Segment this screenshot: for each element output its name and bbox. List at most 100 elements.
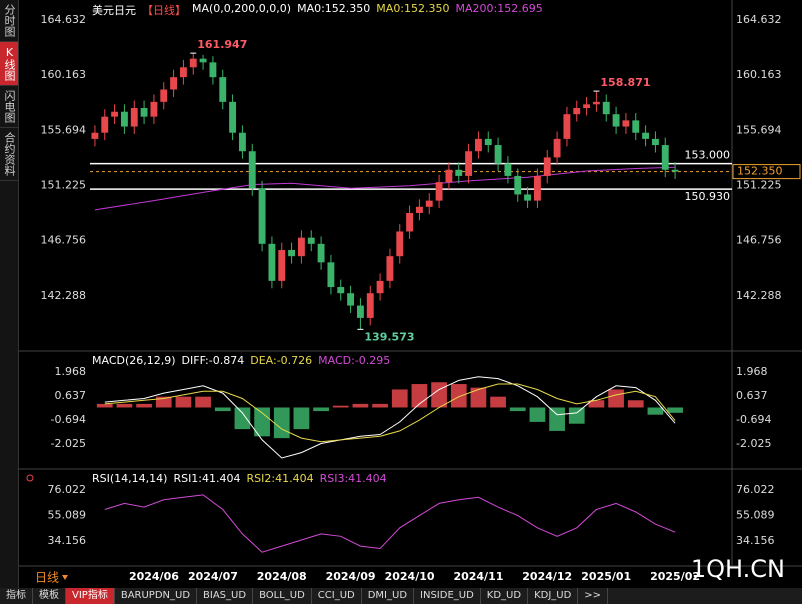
sidebar-tab[interactable]: 合约资料 [0, 128, 18, 181]
macd-bar [155, 396, 172, 408]
x-tick-label: 2024/11 [453, 570, 503, 583]
candle-body [671, 169, 679, 172]
candle-body [573, 108, 581, 115]
candle-body [356, 305, 364, 318]
annotation: 139.573 [364, 330, 414, 343]
indicator-tab[interactable]: KDJ_UD [528, 588, 579, 604]
indicator-tab[interactable]: KD_UD [481, 588, 529, 604]
sidebar-tab[interactable]: 闪电图 [0, 86, 18, 128]
macd-bar [293, 407, 310, 430]
candle-body [494, 145, 502, 164]
icon [26, 474, 34, 482]
candle-body [170, 77, 178, 90]
y-tick-label: 55.089 [736, 509, 775, 522]
header-item: MA0:152.350 [297, 2, 371, 15]
y-tick-label: 55.089 [48, 509, 87, 522]
candle-body [484, 138, 492, 146]
header-item: RSI(14,14,14) [92, 472, 168, 485]
level-label: 150.930 [685, 190, 731, 203]
candle-body [415, 206, 423, 213]
dropdown-icon [62, 575, 68, 580]
header-item: RSI2:41.404 [246, 472, 314, 485]
candle-body [199, 58, 207, 63]
y-tick-label: -0.694 [51, 413, 86, 426]
candle-body [406, 212, 414, 232]
candle-body [425, 200, 433, 207]
price-tag [732, 164, 801, 180]
candle-body [248, 151, 256, 189]
y-tick-label: 146.756 [41, 234, 87, 247]
macd-bar [372, 403, 388, 408]
indicator-tab[interactable]: CCI_UD [312, 588, 362, 604]
x-tick-label: 2024/10 [385, 570, 435, 583]
candle-body [238, 132, 246, 152]
y-tick-label: 1.968 [736, 365, 768, 378]
x-tick-label: 2024/09 [326, 570, 376, 583]
candle-body [150, 101, 158, 117]
indicator-tab[interactable]: INSIDE_UD [414, 588, 481, 604]
macd-bar [273, 407, 290, 439]
y-tick-label: 76.022 [48, 483, 87, 496]
indicator-tab[interactable]: >> [578, 588, 609, 604]
candle-body [268, 243, 276, 281]
candle-body [504, 163, 512, 176]
candle-body [632, 120, 640, 133]
candle-body [297, 237, 305, 257]
x-tick-label: 2024/07 [188, 570, 238, 583]
candle-body [514, 175, 522, 195]
candle-body [317, 243, 325, 263]
indicator-tab[interactable]: BIAS_UD [197, 588, 254, 604]
header-item: MA(0,0,200,0,0,0) [192, 2, 292, 15]
indicator-tab[interactable]: VIP指标 [66, 588, 115, 604]
indicator-tab[interactable]: DMI_UD [362, 588, 415, 604]
y-tick-label: -0.694 [736, 413, 771, 426]
x-tick-label: 2025/01 [581, 570, 631, 583]
y-tick-label: 76.022 [736, 483, 775, 496]
indicator-tab[interactable]: 指标 [0, 588, 33, 604]
price-tag-label: 152.350 [737, 165, 783, 178]
candle-body [543, 157, 551, 176]
candle-body [111, 111, 119, 117]
tab-bar: 指标 模板 VIP指标 BARUPDN_UD BIAS_UD BOLL_UD CCI_UD D… [0, 588, 802, 604]
candle-body [130, 108, 138, 127]
annotation: 158.871 [600, 76, 650, 89]
indicator-tab[interactable]: 模板 [33, 588, 66, 604]
y-tick-label: 151.225 [41, 178, 87, 191]
macd-bar [529, 407, 546, 422]
macd-bar [608, 389, 624, 408]
candle-body [533, 175, 541, 201]
candle-body [445, 169, 453, 183]
y-tick-label: 164.632 [736, 13, 782, 26]
x-tick-label: 2025/02 [650, 570, 700, 583]
candle-body [337, 287, 345, 294]
macd-bar [352, 403, 369, 408]
macd-bar [214, 407, 231, 412]
macd-bar [116, 403, 133, 408]
candle-body [179, 67, 187, 78]
macd-bar [490, 396, 506, 408]
series-line [104, 494, 676, 553]
candle-body [258, 188, 266, 244]
header-item: 美元日元 [92, 4, 136, 17]
candle-body [278, 250, 286, 281]
x-tick-label: 2024/12 [522, 570, 572, 583]
candle-body [642, 132, 650, 139]
macd-bar [667, 407, 683, 413]
y-tick-label: -2.025 [736, 437, 771, 450]
series-line [94, 166, 676, 211]
indicator-tab[interactable]: BARUPDN_UD [115, 588, 198, 604]
macd-bar [647, 407, 664, 415]
macd-bar [136, 403, 152, 408]
y-tick-label: -2.025 [51, 437, 86, 450]
sidebar-tab[interactable]: K线图 [0, 42, 18, 86]
macd-bar [96, 403, 113, 408]
annotation: 161.947 [197, 38, 247, 51]
candle-body [396, 231, 404, 257]
macd-bar [450, 384, 467, 408]
macd-bar [332, 405, 349, 408]
macd-bar [588, 400, 605, 408]
indicator-tab[interactable]: BOLL_UD [253, 588, 312, 604]
period-selector[interactable]: 日线 [35, 571, 59, 585]
macd-bar [509, 407, 526, 412]
sidebar-tab[interactable]: 分时图 [0, 0, 18, 42]
